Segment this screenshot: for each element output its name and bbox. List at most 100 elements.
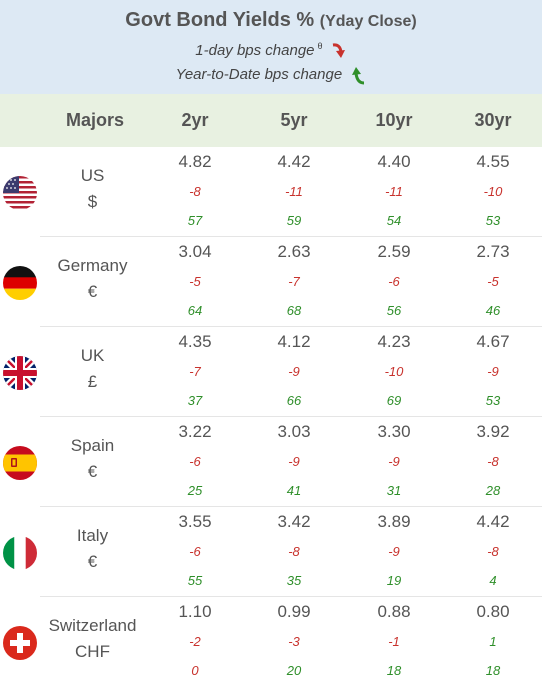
day-change-value: -7: [288, 274, 300, 289]
yield-value: 4.40: [377, 152, 411, 171]
country-name: Switzerland: [48, 616, 137, 635]
day-change-value: -9: [388, 544, 400, 559]
column-header-row: Majors 2yr 5yr 10yr 30yr: [0, 94, 542, 147]
day-change-value: -6: [189, 454, 201, 469]
table-row: Switzerland CHF 1.10 -2 0 0.99 -3 20 0.88 -1 18 0.8…: [0, 597, 542, 687]
day-change-value: -10: [483, 184, 503, 199]
yield-value: 3.42: [277, 512, 311, 531]
switzerland-flag-icon: [3, 626, 37, 660]
col-header-5yr: 5yr: [280, 110, 308, 130]
row-divider: [40, 506, 542, 507]
ytd-change-value: 66: [286, 393, 302, 408]
yield-value: 4.42: [277, 152, 311, 171]
country-name: Spain: [70, 436, 115, 455]
day-change-value: -6: [189, 544, 201, 559]
yield-value: 2.73: [476, 242, 510, 261]
yield-value: 3.04: [178, 242, 212, 261]
table-row: Italy €3.55 -6 55 3.42 -8 35 3.89 -9 19 4.42 -8 4: [0, 507, 542, 597]
legend-1day-superscript: θ: [317, 41, 323, 51]
country-name: US: [80, 166, 105, 185]
currency-symbol: €: [87, 462, 98, 481]
yield-value: 0.88: [377, 602, 411, 621]
currency-symbol: £: [87, 372, 98, 391]
red-arrow-down-icon: [332, 43, 345, 59]
legend-ytd-label: Year-to-Date bps change: [175, 65, 343, 83]
day-change-value: -8: [487, 454, 499, 469]
currency-symbol: CHF: [75, 642, 110, 661]
currency-symbol: $: [87, 192, 98, 211]
ytd-change-value: 18: [386, 663, 402, 678]
ytd-change-value: 37: [187, 393, 203, 408]
ytd-change-value: 57: [187, 213, 203, 228]
table-header-panel: Govt Bond Yields % (Yday Close) 1-day bp…: [0, 0, 542, 94]
ytd-change-value: 18: [485, 663, 501, 678]
day-change-value: -8: [189, 184, 201, 199]
table-row: Spain €3.22 -6 25 3.03 -9 41 3.30 -9 31 3.92 -8 28: [0, 417, 542, 507]
ytd-change-value: 46: [485, 303, 501, 318]
ytd-change-value: 25: [187, 483, 203, 498]
yield-value: 4.23: [377, 332, 411, 351]
yield-value: 3.92: [476, 422, 510, 441]
title-main: Govt Bond Yields %: [125, 9, 315, 31]
germany-flag-icon: [3, 266, 37, 300]
day-change-value: -9: [388, 454, 400, 469]
currency-symbol: €: [87, 282, 98, 301]
day-change-value: -9: [487, 364, 499, 379]
col-header-2yr: 2yr: [181, 110, 209, 130]
ytd-change-value: 68: [286, 303, 302, 318]
table-row: UK £4.35 -7 37 4.12 -9 66 4.23 -10 69 4.67 -9 53: [0, 327, 542, 417]
legend-1day-label: 1-day bps change: [195, 42, 315, 59]
yield-value: 4.35: [178, 332, 212, 351]
col-header-30yr: 30yr: [474, 110, 512, 130]
ytd-change-value: 0: [191, 663, 199, 678]
currency-symbol: €: [87, 552, 98, 571]
day-change-value: -11: [385, 184, 403, 199]
ytd-change-value: 69: [386, 393, 402, 408]
day-change-value: -2: [189, 634, 201, 649]
day-change-value: -9: [288, 364, 300, 379]
spain-flag-icon: [3, 446, 37, 480]
ytd-change-value: 35: [286, 573, 302, 588]
us-flag-icon: [3, 176, 37, 210]
yield-value: 1.10: [178, 602, 212, 621]
page-title: Govt Bond Yields % (Yday Close): [0, 9, 542, 32]
yield-value: 4.82: [178, 152, 212, 171]
ytd-change-value: 41: [286, 483, 302, 498]
day-change-value: -5: [487, 274, 499, 289]
yield-value: 2.59: [377, 242, 411, 261]
ytd-change-value: 53: [485, 393, 501, 408]
yield-value: 4.12: [277, 332, 311, 351]
legend-ytd: Year-to-Date bps change: [0, 65, 542, 85]
day-change-value: -6: [388, 274, 400, 289]
uk-flag-icon: [3, 356, 37, 390]
day-change-value: -9: [288, 454, 300, 469]
row-divider: [40, 236, 542, 237]
ytd-change-value: 20: [286, 663, 302, 678]
day-change-value: -8: [288, 544, 300, 559]
italy-flag-icon: [3, 536, 37, 570]
ytd-change-value: 4: [489, 573, 497, 588]
row-divider: [40, 326, 542, 327]
yield-value: 4.42: [476, 512, 510, 531]
row-divider: [40, 596, 542, 597]
yield-value: 2.63: [277, 242, 311, 261]
green-arrow-up-icon: [352, 67, 365, 85]
yield-value: 0.99: [277, 602, 311, 621]
yield-value: 4.67: [476, 332, 510, 351]
table-row: Germany €3.04 -5 64 2.63 -7 68 2.59 -6 56 2.73 -5 46: [0, 237, 542, 327]
ytd-change-value: 53: [485, 213, 501, 228]
day-change-value: -8: [487, 544, 499, 559]
legend-1day: 1-day bps change θ: [0, 41, 542, 60]
ytd-change-value: 55: [187, 573, 203, 588]
table-row: US $4.82 -8 57 4.42 -11 59 4.40 -11 54 4.55 -10 53: [0, 147, 542, 237]
ytd-change-value: 56: [386, 303, 402, 318]
ytd-change-value: 59: [286, 213, 302, 228]
col-header-10yr: 10yr: [375, 110, 413, 130]
country-name: Italy: [76, 526, 109, 545]
yield-value: 3.89: [377, 512, 411, 531]
ytd-change-value: 19: [386, 573, 402, 588]
day-change-value: -3: [288, 634, 300, 649]
yield-value: 4.55: [476, 152, 510, 171]
day-change-value: -10: [384, 364, 404, 379]
day-change-value: -5: [189, 274, 201, 289]
